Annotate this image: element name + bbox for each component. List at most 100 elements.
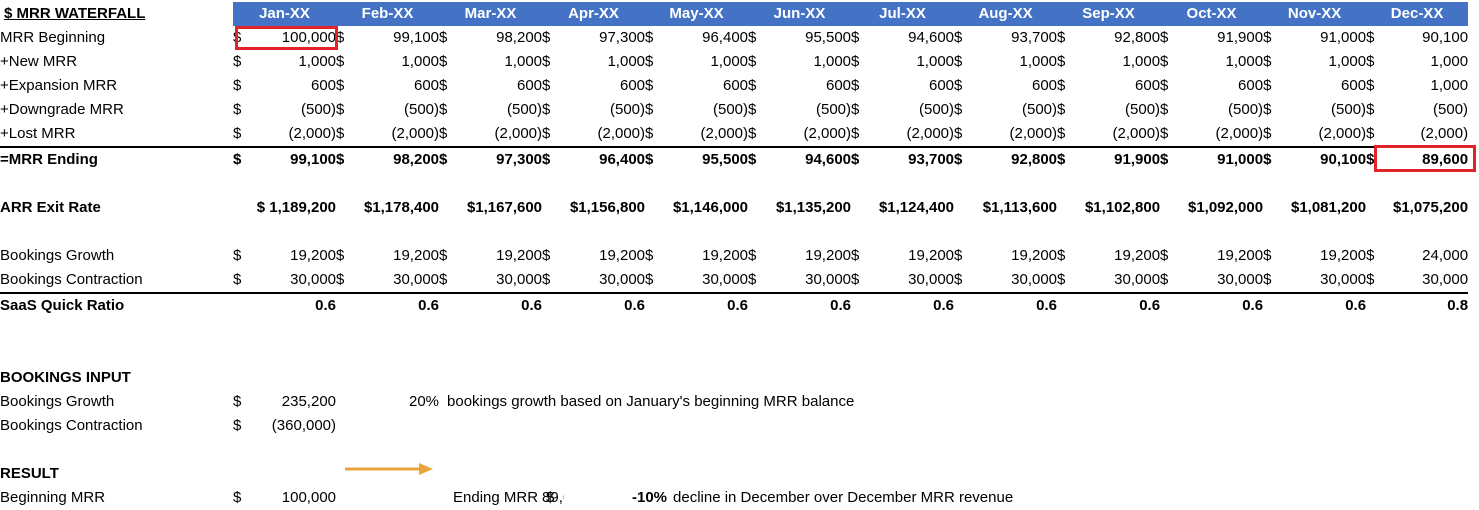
dollar-sign: $ [645, 53, 654, 70]
dollar-sign: $ [1263, 125, 1272, 142]
dollar-sign: $ [336, 271, 345, 288]
dollar-sign: $ [542, 125, 551, 142]
dollar-sign [1160, 292, 1183, 318]
value-cell: 30,000 [805, 271, 852, 288]
value-cell: 19,200 [1011, 247, 1058, 264]
dollar-sign [1057, 292, 1080, 318]
value-cell: $1,124,400 [878, 199, 955, 216]
dollar-sign: $ [542, 29, 551, 46]
row-label: =MRR Ending [0, 146, 233, 172]
dollar-sign: $ [439, 53, 448, 70]
empty-cell [233, 366, 1468, 390]
dollar-sign: $ [542, 53, 551, 70]
dollar-sign [954, 292, 977, 318]
dollar-sign: $ [233, 29, 242, 46]
dollar-sign: $ [336, 29, 345, 46]
dollar-sign: $ [1160, 125, 1169, 142]
dollar-sign: $ [439, 101, 448, 118]
empty-cell [336, 390, 358, 414]
dollar-sign: $ [954, 77, 963, 94]
dollar-sign: $ [336, 101, 345, 118]
empty-cell [358, 486, 439, 510]
growth-note: bookings growth based on January's begin… [447, 393, 855, 410]
dollar-sign: $ [1160, 29, 1169, 46]
value-cell: (360,000) [271, 417, 337, 434]
value-cell: 600 [310, 77, 337, 94]
dollar-sign [851, 292, 874, 318]
dollar-sign: $ [439, 271, 448, 288]
dollar-sign: $ [1160, 271, 1169, 288]
empty-cell [336, 486, 358, 510]
value-cell: 1,000 [607, 53, 646, 70]
row-label: SaaS Quick Ratio [0, 292, 233, 318]
dollar-sign: $ [748, 125, 757, 142]
value-cell: 99,100 [255, 146, 337, 172]
value-cell: 95,500 [805, 29, 852, 46]
value-cell: 30,000 [1422, 271, 1469, 288]
value-cell: 19,200 [702, 247, 749, 264]
month-header: Jun-XX [748, 2, 852, 26]
value-cell: 1,000 [1122, 53, 1161, 70]
value-cell: (500) [918, 101, 955, 118]
value-cell: 600 [1341, 77, 1367, 94]
month-header: Apr-XX [542, 2, 646, 26]
row-label: Bookings Growth [0, 393, 115, 410]
value-cell: 1,000 [813, 53, 852, 70]
empty-cell [0, 220, 1468, 244]
dollar-sign [542, 292, 565, 318]
value-cell: 600 [825, 77, 852, 94]
value-cell: (500) [1125, 101, 1161, 118]
value-cell: 0.6 [873, 292, 955, 318]
row-label: Bookings Growth [0, 247, 115, 264]
row-label: +Lost MRR [0, 125, 76, 142]
value-cell: 89,600 [1388, 146, 1469, 172]
empty-cell [336, 414, 1468, 438]
dollar-sign: $ [1160, 77, 1169, 94]
sheet-title: $ MRR WATERFALL [0, 2, 233, 26]
dollar-sign: $ [233, 247, 242, 264]
value-cell: 0.8 [1388, 292, 1469, 318]
value-cell: 0.6 [1285, 292, 1367, 318]
spacer-row [0, 438, 1475, 462]
dollar-sign: $ [645, 29, 654, 46]
value-cell: 0.6 [358, 292, 440, 318]
row-label: +New MRR [0, 53, 78, 70]
dollar-sign: $ [1263, 146, 1286, 172]
value-cell: 99,100 [393, 29, 440, 46]
value-cell: 90,100 [1422, 29, 1469, 46]
value-cell: 30,000 [290, 271, 337, 288]
dollar-sign: $ [233, 101, 242, 118]
result-heading-row: RESULT [0, 462, 1475, 486]
dollar-sign: $ [748, 247, 757, 264]
dollar-sign: $ [851, 125, 860, 142]
dollar-sign [1263, 292, 1286, 318]
value-cell: 24,000 [1422, 247, 1469, 264]
value-cell: 0.6 [667, 292, 749, 318]
dollar-sign: $ [1057, 53, 1066, 70]
waterfall-row: +Lost MRR $ (2,000) $ (2,000) $ (2,000) $ (2,000… [0, 122, 1475, 147]
value-cell: $1,113,600 [982, 199, 1058, 216]
value-cell: (500) [506, 101, 543, 118]
dollar-sign: $ [1057, 271, 1066, 288]
value-cell: 600 [1238, 77, 1264, 94]
spacer-row [0, 220, 1475, 244]
value-cell: 600 [619, 77, 646, 94]
dollar-sign: $ [439, 125, 448, 142]
month-header: Feb-XX [336, 2, 440, 26]
dollar-sign: $ [1057, 77, 1066, 94]
dollar-sign [645, 292, 668, 318]
value-cell: 0.6 [461, 292, 543, 318]
quick-ratio-row: SaaS Quick Ratio 0.6 0.6 0.6 0.6 0.6 0.6 0.6 0.6… [0, 292, 1475, 318]
value-cell: (500) [1331, 101, 1367, 118]
value-cell: $1,178,400 [363, 199, 440, 216]
dollar-sign: $ [748, 53, 757, 70]
spacer-row [0, 172, 1475, 196]
dollar-sign: $ [439, 146, 462, 172]
value-cell: (2,000) [1009, 125, 1058, 142]
value-cell: 19,200 [1114, 247, 1161, 264]
month-header: Aug-XX [954, 2, 1058, 26]
value-cell: 30,000 [702, 271, 749, 288]
section-heading: BOOKINGS INPUT [0, 369, 131, 386]
dollar-sign: $ [954, 101, 963, 118]
